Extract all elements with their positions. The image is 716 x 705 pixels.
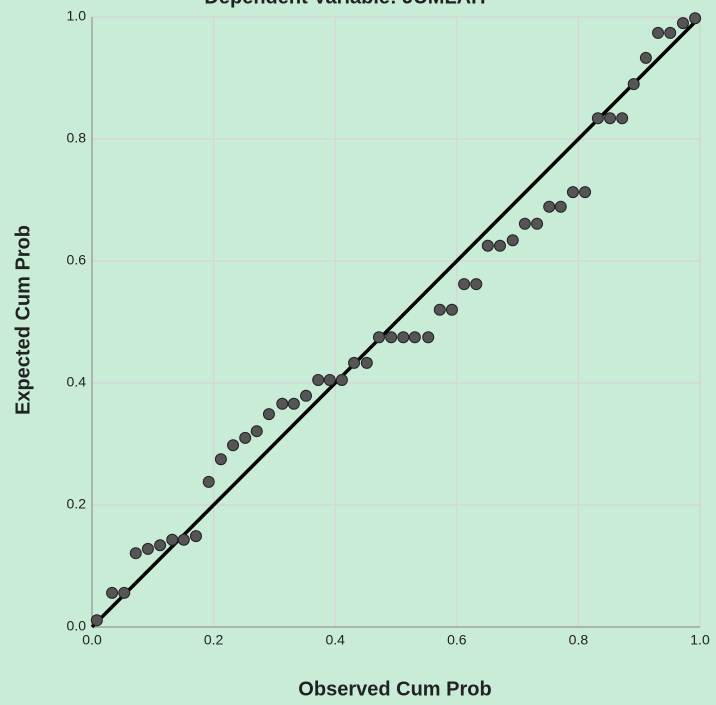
point [300,389,313,402]
point [166,533,179,546]
point [276,397,289,410]
point [652,26,665,39]
y-tick-label: 0.2 [67,496,87,512]
x-axis-label: Observed Cum Prob [298,678,491,700]
point [543,200,556,213]
y-axis-label: Expected Cum Prob [12,225,34,415]
point [239,431,252,444]
point [90,614,103,627]
point [470,278,483,291]
x-tick-label: 0.8 [569,632,589,648]
point [422,331,435,344]
point [227,439,240,452]
point [262,408,275,421]
point [214,453,227,466]
point [348,356,361,369]
point [202,475,215,488]
point [385,331,398,344]
point [616,112,629,125]
point [106,586,119,599]
point [639,51,652,64]
point [591,112,604,125]
point [579,186,592,199]
point [141,542,154,555]
point [493,239,506,252]
x-tick-label: 0.0 [82,632,102,648]
point [323,373,336,386]
y-tick-label: 0.0 [67,618,87,634]
point [408,331,421,344]
point [481,239,494,252]
point [664,26,677,39]
point [397,331,410,344]
x-tick-label: 1.0 [690,632,710,648]
point [250,425,263,438]
point [118,586,131,599]
point [312,373,325,386]
x-tick-label: 0.4 [325,632,345,648]
y-tick-label: 1.0 [67,8,87,24]
point [287,397,300,410]
point [177,533,190,546]
point [129,547,142,560]
point [433,303,446,316]
point [604,112,617,125]
point [154,539,167,552]
point [518,217,531,230]
point [335,373,348,386]
chart-title: Dependent Variable: JUMLAH [204,0,485,8]
y-tick-label: 0.6 [67,252,87,268]
point [566,186,579,199]
point [372,331,385,344]
x-tick-label: 0.6 [447,632,467,648]
point [531,217,544,230]
point [189,530,202,543]
point [445,303,458,316]
point [676,17,689,30]
point [554,200,567,213]
point [627,78,640,91]
point [458,278,471,291]
point [689,12,702,25]
point [360,356,373,369]
y-tick-label: 0.8 [67,130,87,146]
x-tick-label: 0.2 [204,632,224,648]
point [506,234,519,247]
y-tick-label: 0.4 [67,374,87,390]
